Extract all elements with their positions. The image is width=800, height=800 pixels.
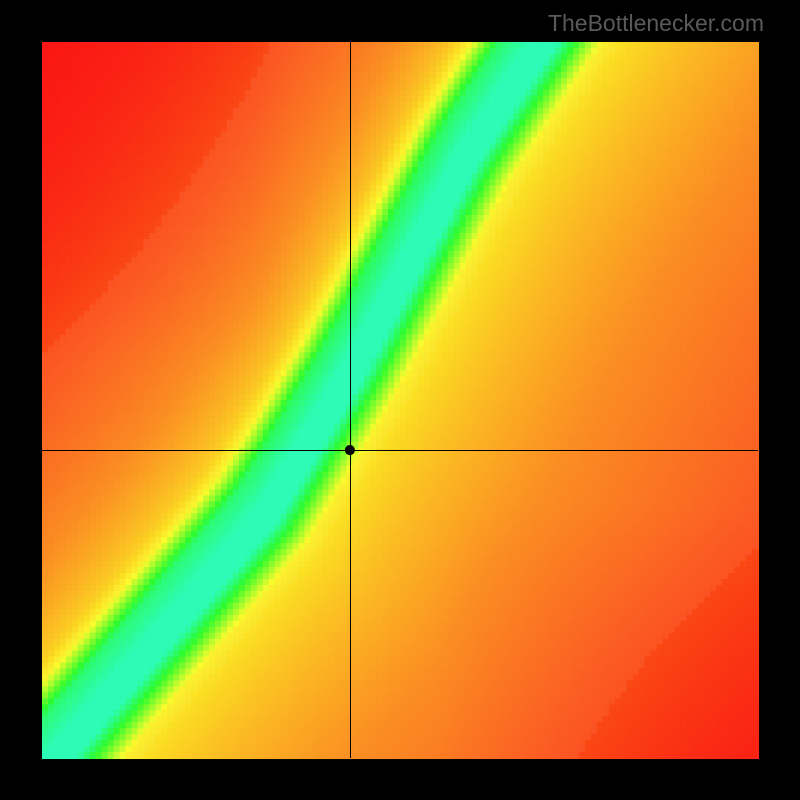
watermark-text: TheBottlenecker.com: [548, 10, 764, 37]
bottleneck-heatmap: [0, 0, 800, 800]
